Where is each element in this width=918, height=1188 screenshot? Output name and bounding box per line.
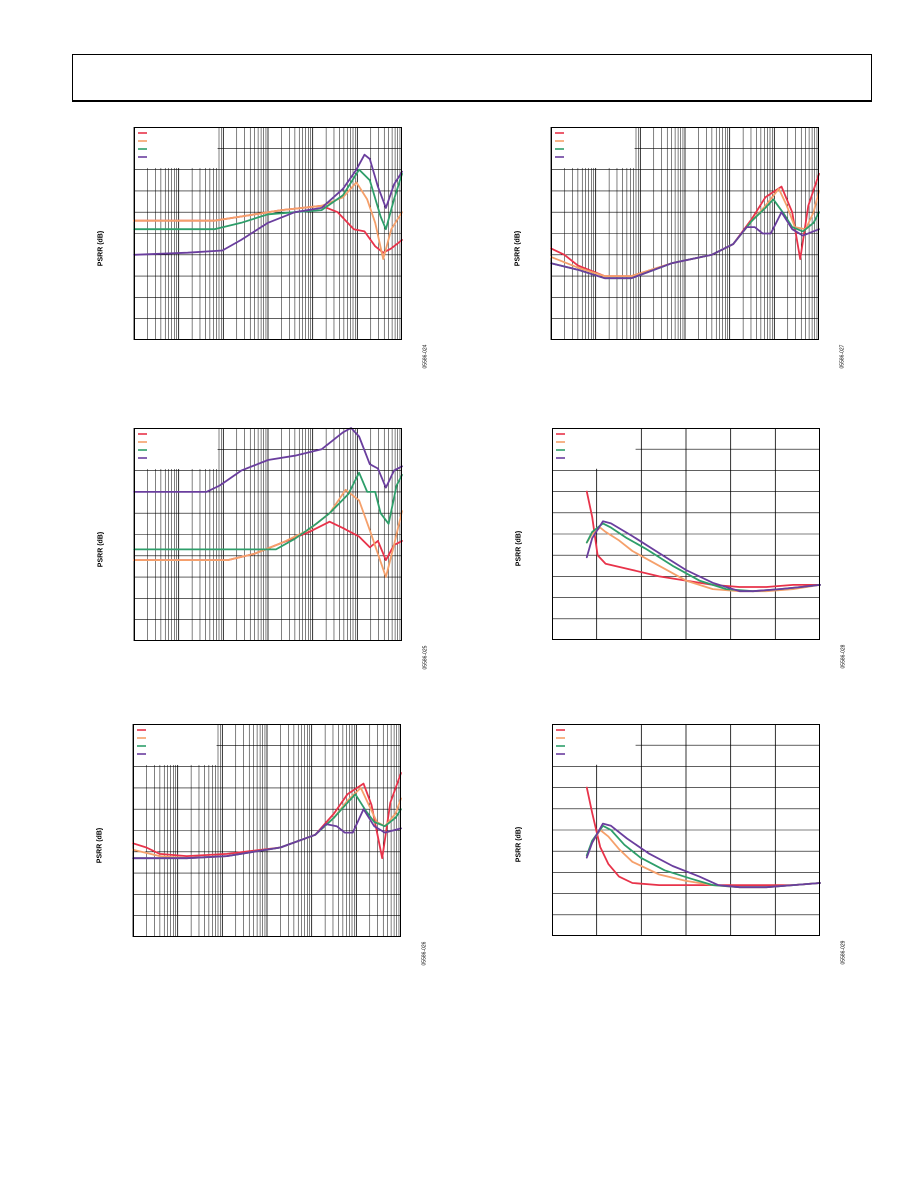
chart-6 [552, 724, 821, 936]
chart-plot [133, 127, 403, 340]
chart-plot [133, 427, 403, 641]
series-line-green [133, 471, 403, 551]
chart-plot [552, 428, 821, 640]
series-line-green [585, 522, 821, 593]
chart-plot [552, 724, 821, 936]
series-line-purple [585, 822, 821, 889]
plot-frame [552, 428, 820, 640]
plot-frame [134, 428, 402, 641]
page-header [72, 54, 872, 102]
legend-box [134, 127, 218, 168]
chart-3 [133, 427, 403, 641]
y-axis-label: PSRR (dB) [514, 230, 522, 267]
series-line-red [585, 786, 821, 887]
chart-2 [550, 127, 820, 340]
series-line-purple [132, 808, 402, 860]
chart-5 [132, 724, 402, 937]
series-line-orange [585, 526, 821, 593]
series-line-red [132, 772, 402, 860]
figure-id: 05586-025 [422, 645, 429, 669]
chart-plot [550, 127, 820, 340]
plot-frame [133, 724, 401, 937]
figure-id: 05586-028 [840, 644, 847, 668]
chart-grid [552, 428, 820, 640]
legend-box [133, 724, 217, 765]
chart-1 [133, 127, 403, 340]
figure-id: 05586-027 [839, 344, 846, 368]
y-axis-label: PSRR (dB) [97, 230, 105, 267]
series-line-purple [133, 427, 403, 493]
series-line-green [133, 168, 403, 231]
y-axis-label: PSRR (dB) [515, 827, 523, 863]
y-axis-label: PSRR (dB) [97, 531, 105, 568]
legend-box [134, 428, 218, 469]
chart-plot [132, 724, 402, 937]
series-line-red [585, 490, 821, 588]
series-line-purple [133, 153, 403, 256]
series-line-orange [133, 181, 403, 261]
plot-frame [552, 724, 820, 936]
plot-frame [134, 127, 402, 340]
chart-grid [552, 724, 820, 936]
series-line-purple [550, 211, 820, 280]
y-axis-label: PSRR (dB) [96, 827, 104, 864]
figure-id: 05586-029 [840, 940, 847, 964]
plot-frame [551, 127, 819, 340]
series-line-orange [133, 488, 403, 579]
series-line-purple [585, 520, 821, 593]
legend-box [552, 724, 636, 765]
legend-box [551, 127, 635, 168]
figure-id: 05586-024 [422, 344, 429, 368]
legend-box [552, 428, 636, 469]
y-axis-label: PSRR (dB) [515, 531, 523, 567]
figure-id: 05586-026 [421, 941, 428, 965]
chart-4 [552, 428, 821, 640]
